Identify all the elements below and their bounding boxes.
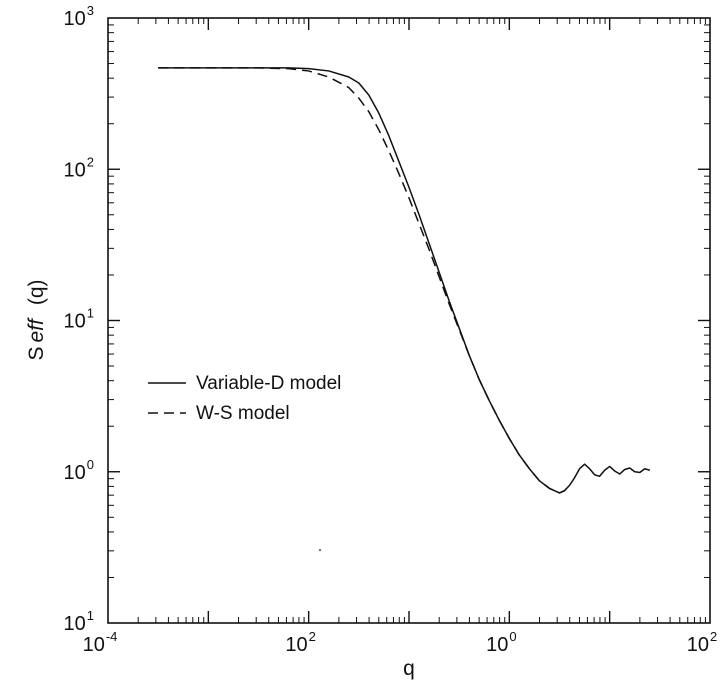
plot-frame [107, 17, 711, 624]
speck-mark [319, 549, 321, 551]
x-axis-label: q [403, 657, 415, 680]
x-tick-label: 10-4 [83, 629, 118, 656]
y-axis-label-main: S [25, 347, 48, 361]
y-tick-label: 101 [64, 608, 94, 635]
ticks [108, 18, 710, 623]
svg-text:Seff(q): Seff (q) [25, 279, 48, 360]
legend-label-0: Variable-D model [196, 373, 341, 394]
y-tick-label: 100 [64, 457, 94, 484]
x-tick-label: 102 [285, 629, 315, 656]
series-line-1 [158, 67, 571, 494]
series-line-0 [158, 67, 651, 494]
y-axis-label: Seff (q) [25, 279, 48, 360]
x-tick-label: 102 [687, 629, 717, 656]
y-tick-label: 103 [64, 3, 94, 30]
x-tick-label: 100 [486, 629, 516, 656]
legend-label-1: W-S model [196, 403, 290, 424]
legend: Variable-D model W-S model [148, 373, 341, 424]
y-tick-label: 101 [64, 306, 94, 333]
y-axis-label-subscript: eff [25, 317, 48, 343]
y-tick-label: 102 [64, 154, 94, 181]
series-lines [158, 67, 651, 494]
tick-labels: 10-4 102 100 102 101 100 101 102 103 [64, 3, 718, 656]
y-axis-label-arg: (q) [25, 279, 48, 305]
